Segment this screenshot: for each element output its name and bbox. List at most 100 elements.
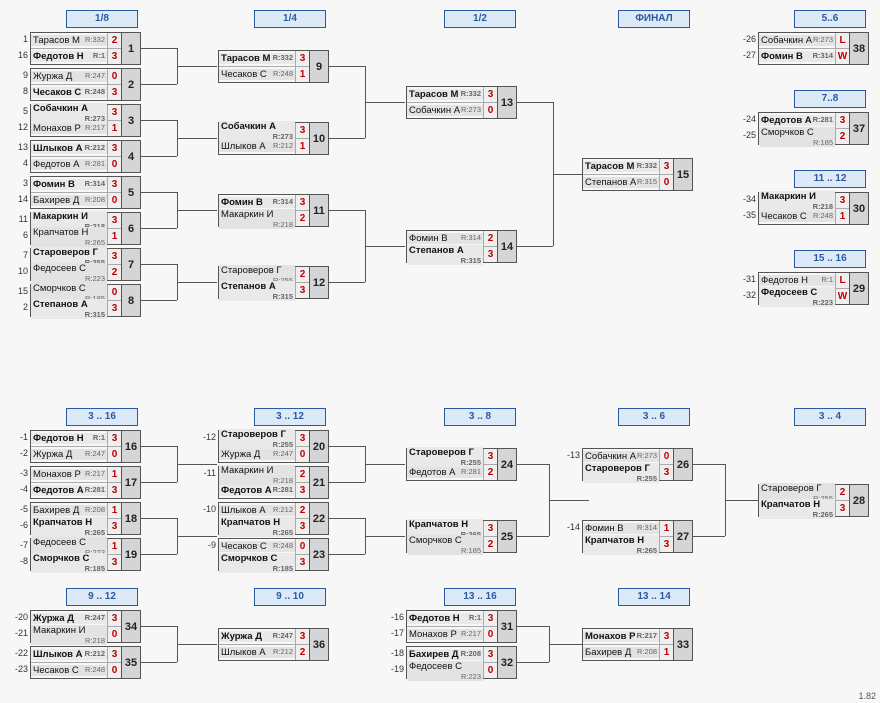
player-name: Журжа Д R:247 <box>219 449 295 460</box>
seed-number: -11 <box>200 468 216 478</box>
player-name: Староверов Г R:255 <box>407 447 483 467</box>
match-number: 5 <box>121 177 140 208</box>
player-row: Степанов А R:3153 <box>407 247 497 262</box>
player-row: Крапчатов Н R:2653 <box>31 519 121 534</box>
player-name: Степанов А R:315 <box>219 281 295 301</box>
player-name: Фомин В R:314 <box>407 233 483 244</box>
match-number: 26 <box>673 449 692 480</box>
player-score: 2 <box>107 265 121 280</box>
match-box: Тарасов М R:3322Федотов Н R:131 <box>30 32 141 65</box>
seed-number: -27 <box>740 50 756 60</box>
player-name: Собачкин А R:273 <box>759 35 835 46</box>
player-row: Макаркин И R:2182 <box>219 467 309 483</box>
player-score: 3 <box>483 449 497 464</box>
match-box: Тарасов М R:3323Чесаков С R:24819 <box>218 50 329 83</box>
player-row: Тарасов М R:3323 <box>583 159 673 175</box>
match-box: Староверов Г R:2552Крапчатов Н R:265328 <box>758 484 869 517</box>
player-name: Журжа Д R:247 <box>31 71 107 82</box>
seed-number: -8 <box>12 556 28 566</box>
seed-number: 7 <box>12 250 28 260</box>
player-name: Чесаков С R:248 <box>219 541 295 552</box>
player-score: 1 <box>107 539 121 554</box>
match-number: 23 <box>309 539 328 570</box>
seed-number: 15 <box>12 286 28 296</box>
player-row: Чесаков С R:2481 <box>219 67 309 82</box>
player-name: Макаркин И R:218 <box>219 209 295 229</box>
match-box: Собачкин А R:2733Шлыков А R:212110 <box>218 122 329 155</box>
match-number: 2 <box>121 69 140 100</box>
player-score: 0 <box>483 627 497 642</box>
player-name: Крапчатов Н R:265 <box>583 535 659 555</box>
seed-number: 12 <box>12 122 28 132</box>
player-row: Федотов Н R:13 <box>31 431 121 447</box>
seed-number: -6 <box>12 520 28 530</box>
player-name: Монахов Р R:217 <box>407 629 483 640</box>
player-score: 1 <box>295 139 309 154</box>
match-number: 25 <box>497 521 516 552</box>
player-score: 3 <box>295 431 309 446</box>
seed-number: 9 <box>12 70 28 80</box>
player-name: Собачкин А R:273 <box>583 451 659 462</box>
player-name: Шлыков А R:212 <box>31 649 107 660</box>
player-score: 3 <box>483 247 497 262</box>
player-score: 3 <box>107 141 121 156</box>
player-score: 3 <box>295 629 309 644</box>
player-row: Макаркин И R:2183 <box>759 193 849 209</box>
player-row: Федотов А R:2812 <box>407 465 497 480</box>
match-number: 4 <box>121 141 140 172</box>
player-score: 1 <box>835 209 849 224</box>
match-box: Федотов Н R:13Журжа Д R:247016 <box>30 430 141 463</box>
player-name: Макаркин И R:218 <box>219 465 295 485</box>
round-header: 13 .. 16 <box>444 588 516 606</box>
match-number: 36 <box>309 629 328 660</box>
seed-number: 14 <box>12 194 28 204</box>
player-row: Шлыков А R:2122 <box>219 645 309 660</box>
round-header: 1/2 <box>444 10 516 28</box>
player-row: Крапчатов Н R:2653 <box>583 537 673 552</box>
player-name: Монахов Р R:217 <box>583 631 659 642</box>
seed-number: -9 <box>200 540 216 550</box>
player-name: Сморчков С R:185 <box>407 535 483 555</box>
player-score: 3 <box>107 647 121 662</box>
player-name: Монахов Р R:217 <box>31 469 107 480</box>
player-row: Собачкин А R:2730 <box>407 103 497 118</box>
match-number: 29 <box>849 273 868 304</box>
match-number: 20 <box>309 431 328 462</box>
player-row: Шлыков А R:2123 <box>31 141 121 157</box>
player-name: Степанов А R:315 <box>583 177 659 188</box>
seed-number: -21 <box>12 628 28 638</box>
seed-number: -7 <box>12 540 28 550</box>
match-number: 38 <box>849 33 868 64</box>
match-number: 35 <box>121 647 140 678</box>
player-name: Фомин В R:314 <box>219 197 295 208</box>
seed-number: -19 <box>388 664 404 674</box>
match-number: 15 <box>673 159 692 190</box>
player-score: 0 <box>659 175 673 190</box>
seed-number: -32 <box>740 290 756 300</box>
match-box: Федотов Н R:1LФедосеев С R:223W29 <box>758 272 869 305</box>
match-box: Сморчков С R:1850Степанов А R:31538 <box>30 284 141 317</box>
player-score: 3 <box>295 195 309 210</box>
seed-number: -10 <box>200 504 216 514</box>
seed-number: 6 <box>12 230 28 240</box>
match-number: 9 <box>309 51 328 82</box>
player-name: Федосеев С R:223 <box>407 661 483 681</box>
player-score: 2 <box>295 503 309 518</box>
match-number: 32 <box>497 647 516 678</box>
player-row: Собачкин А R:273L <box>759 33 849 49</box>
round-header: ФИНАЛ <box>618 10 690 28</box>
match-box: Макаркин И R:2182Федотов А R:281321 <box>218 466 329 499</box>
player-row: Степанов А R:3153 <box>219 283 309 298</box>
match-box: Староверов Г R:2553Журжа Д R:247020 <box>218 430 329 463</box>
player-row: Собачкин А R:2733 <box>219 123 309 139</box>
match-number: 27 <box>673 521 692 552</box>
player-row: Монахов Р R:2170 <box>407 627 497 642</box>
player-row: Шлыков А R:2121 <box>219 139 309 154</box>
player-row: Федотов А R:2813 <box>219 483 309 498</box>
player-name: Степанов А R:315 <box>31 299 107 319</box>
player-row: Собачкин А R:2733 <box>31 105 121 121</box>
seed-number: -23 <box>12 664 28 674</box>
player-name: Крапчатов Н R:265 <box>31 517 107 537</box>
player-name: Шлыков А R:212 <box>31 143 107 154</box>
seed-number: -1 <box>12 432 28 442</box>
